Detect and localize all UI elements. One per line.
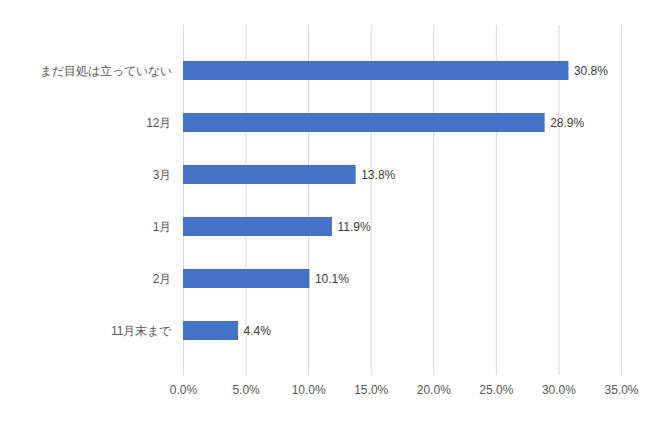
svg-text:3月: 3月 <box>153 168 172 182</box>
svg-text:10.0%: 10.0% <box>292 383 326 397</box>
svg-text:30.8%: 30.8% <box>574 64 608 78</box>
svg-text:1月: 1月 <box>153 220 172 234</box>
svg-text:35.0%: 35.0% <box>604 383 638 397</box>
svg-text:まだ目処は立っていない: まだ目処は立っていない <box>40 64 172 78</box>
svg-text:10.1%: 10.1% <box>315 272 349 286</box>
svg-text:11月末まで: 11月末まで <box>111 324 172 338</box>
svg-text:28.9%: 28.9% <box>550 116 584 130</box>
svg-text:30.0%: 30.0% <box>542 383 576 397</box>
svg-text:20.0%: 20.0% <box>417 383 451 397</box>
svg-text:11.9%: 11.9% <box>337 220 370 234</box>
svg-text:5.0%: 5.0% <box>232 383 260 397</box>
svg-text:15.0%: 15.0% <box>354 383 388 397</box>
svg-text:12月: 12月 <box>146 116 171 130</box>
svg-text:2月: 2月 <box>153 272 172 286</box>
svg-text:0.0%: 0.0% <box>170 383 198 397</box>
svg-text:13.8%: 13.8% <box>361 168 395 182</box>
svg-text:4.4%: 4.4% <box>244 324 272 338</box>
svg-text:25.0%: 25.0% <box>479 383 513 397</box>
